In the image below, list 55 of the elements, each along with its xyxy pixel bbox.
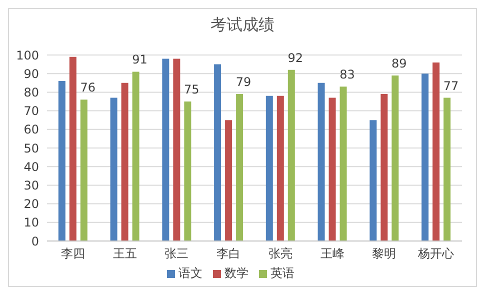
bar <box>328 98 336 241</box>
y-tick-label: 60 <box>24 122 39 137</box>
bar <box>380 94 388 241</box>
bar <box>340 86 347 241</box>
x-tick-label: 李白 <box>216 246 241 261</box>
legend-label: 英语 <box>270 266 294 280</box>
bar <box>236 94 244 241</box>
y-tick-label: 20 <box>24 197 39 212</box>
y-tick-label: 90 <box>24 66 39 81</box>
bar <box>121 82 128 241</box>
legend-label: 数学 <box>224 266 248 280</box>
data-label: 77 <box>443 78 459 93</box>
bar <box>392 75 399 241</box>
legend-label: 语文 <box>178 266 202 280</box>
y-tick-label: 100 <box>16 48 39 62</box>
bar <box>69 56 76 241</box>
x-tick-label: 王峰 <box>320 246 344 261</box>
bar <box>225 120 232 241</box>
x-tick-label: 杨开心 <box>417 246 454 261</box>
data-label: 76 <box>80 80 96 95</box>
bar <box>132 72 140 241</box>
bar <box>318 82 325 241</box>
bar <box>266 96 273 241</box>
data-label: 91 <box>132 52 148 67</box>
x-tick-label: 李四 <box>60 246 85 261</box>
y-tick-label: 80 <box>24 85 39 100</box>
bar <box>432 62 440 241</box>
bar <box>184 102 192 241</box>
bar <box>444 98 451 241</box>
y-tick-label: 30 <box>24 178 39 192</box>
x-tick-label: 王五 <box>112 246 137 261</box>
bar <box>422 74 429 241</box>
y-tick-label: 40 <box>24 160 39 174</box>
y-tick-label: 70 <box>24 104 39 118</box>
bar <box>162 58 170 241</box>
bar <box>80 100 88 241</box>
bar <box>173 58 180 241</box>
bar <box>276 96 284 241</box>
y-tick-label: 50 <box>24 141 39 156</box>
data-label: 75 <box>184 82 200 96</box>
data-label: 89 <box>392 56 407 70</box>
y-tick-label: 0 <box>31 234 39 248</box>
x-tick-label: 张亮 <box>268 246 292 261</box>
data-label: 79 <box>236 75 252 90</box>
data-label: 83 <box>340 68 355 82</box>
chart-title: 考试成绩 <box>210 15 276 36</box>
bar <box>58 81 66 241</box>
x-tick-label: 张三 <box>164 246 189 261</box>
bar <box>370 120 377 241</box>
y-tick-label: 10 <box>24 216 39 230</box>
bar <box>110 98 118 241</box>
x-tick-label: 黎明 <box>372 246 396 261</box>
data-label: 92 <box>288 50 304 65</box>
bar <box>288 70 295 241</box>
bar <box>214 64 222 241</box>
